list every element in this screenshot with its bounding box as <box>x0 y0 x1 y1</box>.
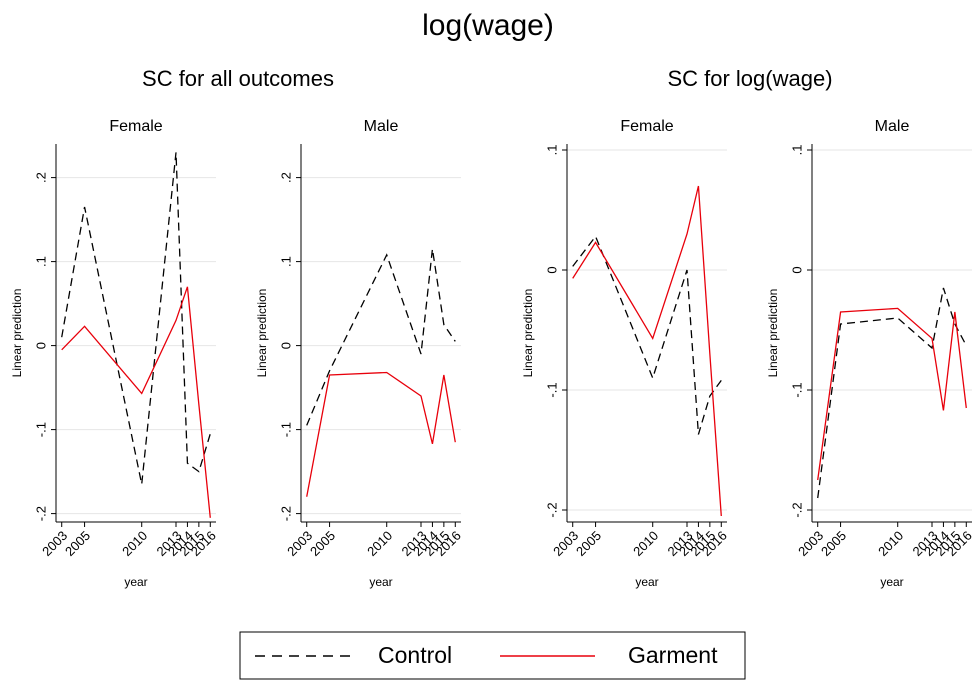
series-line <box>61 152 211 485</box>
y-tick-label: .2 <box>33 172 48 183</box>
x-axis-title: year <box>635 575 658 589</box>
x-tick-label: 2005 <box>573 528 604 559</box>
x-tick-label: 2005 <box>818 528 849 559</box>
panel-title: Female <box>620 118 673 135</box>
series-line <box>817 287 967 499</box>
y-tick-label: -.1 <box>278 422 293 437</box>
y-axis-title: Linear prediction <box>10 289 24 378</box>
series-line <box>306 248 456 426</box>
group-title: SC for log(wage) <box>667 66 832 91</box>
x-axis-title: year <box>124 575 147 589</box>
y-tick-label: .1 <box>278 256 293 267</box>
y-axis-title: Linear prediction <box>521 289 535 378</box>
y-tick-label: 0 <box>544 266 559 273</box>
x-tick-label: 2005 <box>62 528 93 559</box>
x-tick-label: 2010 <box>119 528 150 559</box>
y-tick-label: -.1 <box>33 422 48 437</box>
x-tick-label: 2005 <box>307 528 338 559</box>
y-tick-label: .2 <box>278 172 293 183</box>
legend-label: Garment <box>628 642 718 668</box>
legend-label: Control <box>378 642 452 668</box>
x-axis-title: year <box>880 575 903 589</box>
y-tick-label: -.1 <box>544 382 559 397</box>
y-tick-label: -.2 <box>278 506 293 521</box>
y-tick-label: .1 <box>789 145 804 156</box>
y-tick-label: -.2 <box>789 502 804 517</box>
panel-title: Female <box>109 118 162 135</box>
y-axis-title: Linear prediction <box>255 289 269 378</box>
series-line <box>61 286 211 518</box>
x-tick-label: 2010 <box>364 528 395 559</box>
x-axis-title: year <box>369 575 392 589</box>
x-tick-label: 2010 <box>875 528 906 559</box>
x-tick-label: 2010 <box>630 528 661 559</box>
y-axis-title: Linear prediction <box>766 289 780 378</box>
figure-title: log(wage) <box>422 9 554 42</box>
group-title: SC for all outcomes <box>142 66 334 91</box>
series-line <box>306 371 456 497</box>
y-tick-label: -.1 <box>789 382 804 397</box>
y-tick-label: 0 <box>789 266 804 273</box>
y-tick-label: -.2 <box>33 506 48 521</box>
series-line <box>817 307 967 481</box>
panel-title: Male <box>875 118 910 135</box>
y-tick-label: 0 <box>33 342 48 349</box>
y-tick-label: -.2 <box>544 502 559 517</box>
y-tick-label: 0 <box>278 342 293 349</box>
series-line <box>572 185 722 517</box>
y-tick-label: .1 <box>33 256 48 267</box>
panel-title: Male <box>364 118 399 135</box>
series-line <box>572 235 722 435</box>
y-tick-label: .1 <box>544 145 559 156</box>
